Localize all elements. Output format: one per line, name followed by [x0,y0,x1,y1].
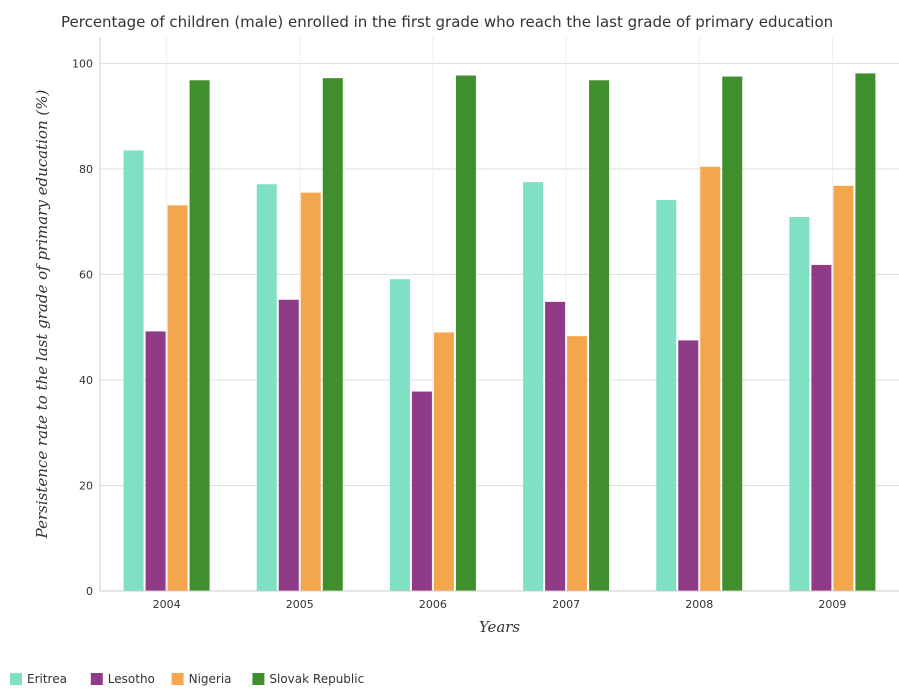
bar-eritrea-2005 [256,184,277,591]
legend-swatch [252,673,265,685]
legend-label: Eritrea [27,672,67,686]
bar-eritrea-2009 [789,216,810,591]
bar-nigeria-2009 [833,185,854,591]
bar-lesotho-2007 [545,301,566,591]
bar-slovak-republic-2006 [455,75,476,592]
gridlines [100,37,899,592]
bar-lesotho-2005 [278,299,299,591]
y-tick-label: 80 [79,163,93,176]
bar-nigeria-2006 [433,332,454,591]
bar-nigeria-2004 [167,205,188,591]
y-tick-label: 20 [79,479,93,492]
legend-label: Nigeria [189,672,232,686]
x-tick-label: 2004 [153,598,181,611]
y-tick-label: 100 [72,57,93,70]
x-tick-label: 2008 [685,598,713,611]
bar-nigeria-2007 [567,336,588,591]
bars [123,73,876,592]
legend-label: Lesotho [108,672,155,686]
bar-slovak-republic-2007 [589,80,610,591]
x-tick-label: 2009 [818,598,846,611]
x-tick-label: 2005 [286,598,314,611]
y-axis-title: Persistence rate to the last grade of pr… [33,90,51,540]
bar-slovak-republic-2008 [722,76,743,592]
y-tick-label: 60 [79,268,93,281]
bar-eritrea-2007 [523,182,544,591]
y-tick-label: 0 [86,585,93,598]
x-tick-label: 2006 [419,598,447,611]
legend-swatch [171,673,184,685]
legend: Eritrea Lesotho Nigeria Slovak Republic [10,672,364,686]
bar-eritrea-2004 [123,150,144,591]
legend-swatch [90,673,103,685]
bar-lesotho-2006 [411,391,432,591]
chart-title: Percentage of children (male) enrolled i… [61,13,833,31]
legend-swatch [10,673,22,685]
bar-eritrea-2006 [389,279,410,591]
bar-nigeria-2005 [300,192,321,591]
y-tick-label: 40 [79,374,93,387]
axes: 0 20 40 60 80 100 2004 2005 2006 2007 2008 2009 [72,37,899,611]
bar-lesotho-2009 [811,264,832,591]
bar-slovak-republic-2009 [855,73,876,592]
bar-lesotho-2004 [145,331,166,591]
bar-eritrea-2008 [656,200,677,591]
legend-label: Slovak Republic [269,672,364,686]
bar-lesotho-2008 [678,340,699,591]
bar-nigeria-2008 [700,166,721,591]
bar-slovak-republic-2004 [189,80,210,591]
x-axis-title: Years [479,618,521,636]
x-tick-label: 2007 [552,598,580,611]
bar-slovak-republic-2005 [322,78,343,591]
